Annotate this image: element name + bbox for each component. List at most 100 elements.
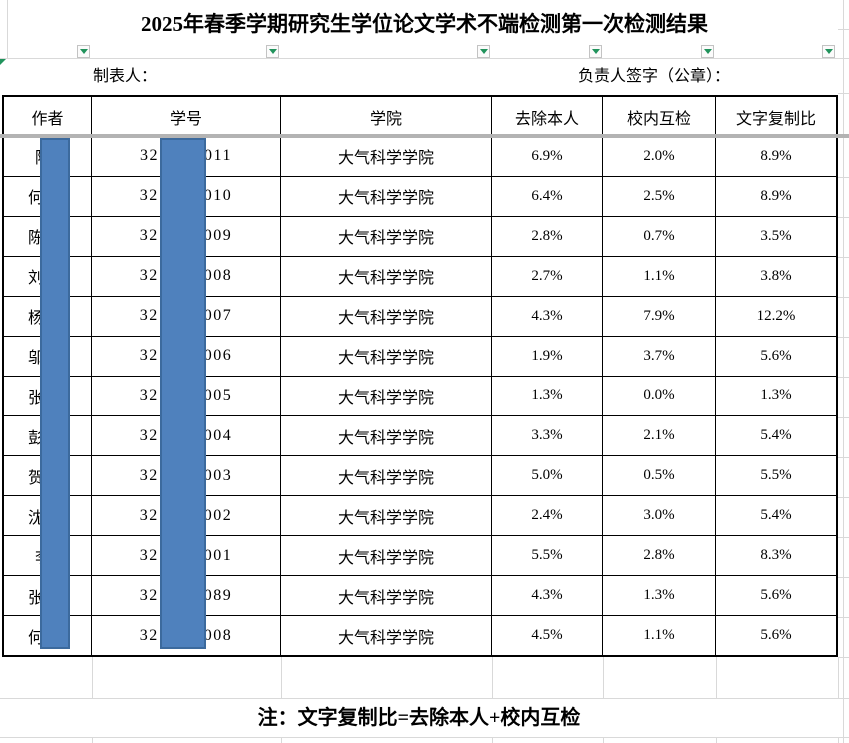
filter-dropdown-internal-check[interactable]: [701, 45, 714, 58]
college-cell[interactable]: 大气科学学院: [281, 176, 492, 216]
header-label: 去除本人: [514, 110, 579, 128]
internal-check-cell[interactable]: 1.3%: [603, 576, 716, 616]
college-name: 大气科学学院: [337, 389, 434, 407]
copy-ratio-value: 3.8%: [760, 267, 792, 284]
gridline-row-header-area: [0, 58, 849, 59]
gridline-segment: [838, 737, 839, 743]
gridline-segment: [838, 417, 849, 418]
exclude-self-value: 2.4%: [531, 507, 563, 524]
exclude-self-cell[interactable]: 4.3%: [492, 296, 603, 336]
college-cell[interactable]: 大气科学学院: [281, 416, 492, 456]
exclude-self-cell[interactable]: 1.3%: [492, 376, 603, 416]
redaction-shape-author[interactable]: [40, 138, 70, 649]
column-header-college[interactable]: 学院: [281, 97, 492, 136]
internal-check-cell[interactable]: 7.9%: [603, 296, 716, 336]
gridline-segment: [838, 177, 849, 178]
exclude-self-cell[interactable]: 5.0%: [492, 456, 603, 496]
copy-ratio-value: 5.6%: [760, 587, 792, 604]
copy-ratio-cell[interactable]: 5.5%: [716, 456, 836, 496]
gridline-segment: [603, 657, 604, 698]
exclude-self-value: 4.3%: [531, 307, 563, 324]
exclude-self-cell[interactable]: 5.5%: [492, 536, 603, 576]
college-cell[interactable]: 大气科学学院: [281, 216, 492, 256]
student-id-prefix: 32: [139, 347, 159, 365]
college-cell[interactable]: 大气科学学院: [281, 496, 492, 536]
table-row: 沈 32 002 大气科学学院 2.4% 3.0% 5.4%: [4, 496, 836, 537]
copy-ratio-cell[interactable]: 5.4%: [716, 496, 836, 536]
cell-flag-icon: [0, 59, 6, 65]
gridline-segment: [838, 257, 849, 258]
exclude-self-cell[interactable]: 2.8%: [492, 216, 603, 256]
college-cell[interactable]: 大气科学学院: [281, 536, 492, 576]
copy-ratio-cell[interactable]: 3.5%: [716, 216, 836, 256]
gridline-segment: [492, 657, 493, 698]
copy-ratio-cell[interactable]: 5.6%: [716, 576, 836, 616]
college-cell[interactable]: 大气科学学院: [281, 376, 492, 416]
column-header-exclude-self[interactable]: 去除本人: [492, 97, 603, 136]
gridline-row-bottom: [0, 737, 849, 738]
college-name: 大气科学学院: [337, 150, 434, 168]
copy-ratio-cell[interactable]: 8.3%: [716, 536, 836, 576]
redaction-shape-student-id[interactable]: [160, 138, 206, 649]
exclude-self-cell[interactable]: 4.3%: [492, 576, 603, 616]
internal-check-value: 1.1%: [643, 627, 675, 644]
copy-ratio-value: 5.6%: [760, 627, 792, 644]
internal-check-cell[interactable]: 0.7%: [603, 216, 716, 256]
internal-check-cell[interactable]: 0.5%: [603, 456, 716, 496]
copy-ratio-cell[interactable]: 5.6%: [716, 616, 836, 655]
internal-check-cell[interactable]: 3.0%: [603, 496, 716, 536]
copy-ratio-cell[interactable]: 5.4%: [716, 416, 836, 456]
exclude-self-cell[interactable]: 6.4%: [492, 176, 603, 216]
internal-check-cell[interactable]: 2.0%: [603, 137, 716, 176]
filter-dropdown-student-id[interactable]: [266, 45, 279, 58]
college-cell[interactable]: 大气科学学院: [281, 456, 492, 496]
exclude-self-cell[interactable]: 6.9%: [492, 137, 603, 176]
internal-check-cell[interactable]: 1.1%: [603, 616, 716, 655]
copy-ratio-cell[interactable]: 8.9%: [716, 137, 836, 176]
college-cell[interactable]: 大气科学学院: [281, 336, 492, 376]
gridline-segment: [603, 737, 604, 743]
internal-check-cell[interactable]: 2.5%: [603, 176, 716, 216]
internal-check-cell[interactable]: 0.0%: [603, 376, 716, 416]
college-cell[interactable]: 大气科学学院: [281, 576, 492, 616]
internal-check-cell[interactable]: 2.1%: [603, 416, 716, 456]
college-cell[interactable]: 大气科学学院: [281, 296, 492, 336]
column-header-internal-check[interactable]: 校内互检: [603, 97, 716, 136]
filter-dropdown-copy-ratio[interactable]: [822, 45, 835, 58]
filter-dropdown-author[interactable]: [77, 45, 90, 58]
exclude-self-cell[interactable]: 2.4%: [492, 496, 603, 536]
table-maker-label: 制表人：: [93, 68, 158, 85]
internal-check-cell[interactable]: 1.1%: [603, 256, 716, 296]
student-id-prefix: 32: [139, 506, 159, 524]
column-header-copy-ratio[interactable]: 文字复制比: [716, 97, 836, 136]
copy-ratio-cell[interactable]: 1.3%: [716, 376, 836, 416]
table-row: 何 32 008 大气科学学院 4.5% 1.1% 5.6%: [4, 616, 836, 655]
column-header-student-id[interactable]: 学号: [92, 97, 281, 136]
exclude-self-cell[interactable]: 2.7%: [492, 256, 603, 296]
college-cell[interactable]: 大气科学学院: [281, 616, 492, 655]
gridline-row-below-table: [0, 698, 849, 699]
exclude-self-cell[interactable]: 1.9%: [492, 336, 603, 376]
column-header-author[interactable]: 作者: [4, 97, 92, 136]
internal-check-value: 2.0%: [643, 147, 675, 164]
college-cell[interactable]: 大气科学学院: [281, 256, 492, 296]
copy-ratio-cell[interactable]: 3.8%: [716, 256, 836, 296]
gridline-segment: [838, 497, 849, 498]
exclude-self-cell[interactable]: 3.3%: [492, 416, 603, 456]
copy-ratio-cell[interactable]: 5.6%: [716, 336, 836, 376]
internal-check-value: 1.1%: [643, 267, 675, 284]
internal-check-value: 0.5%: [643, 467, 675, 484]
gridline-segment: [838, 217, 849, 218]
copy-ratio-cell[interactable]: 8.9%: [716, 176, 836, 216]
internal-check-cell[interactable]: 2.8%: [603, 536, 716, 576]
header-label: 学院: [369, 110, 402, 128]
college-cell[interactable]: 大气科学学院: [281, 137, 492, 176]
gridline-segment: [92, 657, 93, 698]
filter-dropdown-college[interactable]: [477, 45, 490, 58]
copy-ratio-value: 5.4%: [760, 427, 792, 444]
filter-dropdown-exclude-self[interactable]: [589, 45, 602, 58]
exclude-self-cell[interactable]: 4.5%: [492, 616, 603, 655]
copy-ratio-cell[interactable]: 12.2%: [716, 296, 836, 336]
chevron-down-icon: [703, 49, 712, 54]
internal-check-cell[interactable]: 3.7%: [603, 336, 716, 376]
